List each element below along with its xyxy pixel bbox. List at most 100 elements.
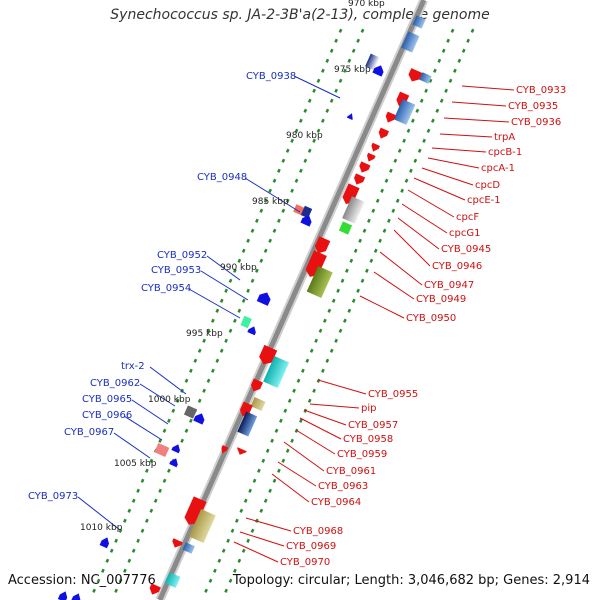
gene-label[interactable]: CYB_0963 — [318, 481, 368, 492]
gene-label[interactable]: CYB_0958 — [343, 434, 393, 445]
gene-label[interactable]: CYB_0954 — [141, 283, 191, 294]
track-dot — [224, 588, 228, 593]
gene-label[interactable]: CYB_0969 — [286, 541, 336, 552]
gene-label[interactable]: CYB_0949 — [416, 294, 466, 305]
gene-feature[interactable] — [340, 183, 360, 206]
gene-feature[interactable] — [240, 315, 252, 329]
gene-label[interactable]: CYB_0967 — [64, 427, 114, 438]
gene-label[interactable]: CYB_0957 — [348, 420, 398, 431]
gene-feature[interactable] — [183, 405, 198, 419]
gene-label[interactable]: CYB_0965 — [82, 394, 132, 405]
gene-label[interactable]: trx-2 — [121, 361, 145, 372]
gene-feature[interactable] — [238, 401, 253, 419]
gene-label[interactable]: CYB_0950 — [406, 313, 456, 324]
gene-feature[interactable] — [384, 111, 397, 125]
track-dot — [274, 428, 279, 433]
gene-label[interactable]: CYB_0970 — [280, 557, 330, 568]
gene-feature[interactable] — [377, 127, 389, 141]
track-dot — [375, 198, 380, 203]
gene-feature[interactable] — [182, 542, 195, 554]
gene-label[interactable]: CYB_0959 — [337, 449, 387, 460]
gene-feature[interactable] — [171, 443, 182, 454]
gene-feature[interactable] — [250, 396, 266, 412]
gene-label[interactable]: cpcD — [475, 180, 500, 191]
gene-label[interactable]: pip — [361, 403, 376, 414]
gene-feature[interactable] — [304, 250, 327, 279]
gene-feature[interactable] — [369, 142, 380, 154]
gene-feature[interactable] — [57, 590, 69, 600]
gene-feature[interactable] — [193, 411, 206, 425]
gene-label[interactable]: CYB_0946 — [432, 261, 482, 272]
gene-label[interactable]: cpcB-1 — [488, 147, 522, 158]
gene-feature[interactable] — [148, 583, 161, 596]
track-dot — [290, 438, 294, 443]
gene-feature[interactable] — [372, 63, 385, 77]
track-dots — [92, 28, 475, 593]
gene-feature[interactable] — [406, 68, 423, 84]
gene-label[interactable]: CYB_0966 — [82, 410, 132, 421]
gene-feature[interactable] — [357, 161, 371, 174]
label-connector — [451, 101, 507, 107]
gene-feature[interactable] — [219, 445, 229, 455]
gene-feature[interactable] — [412, 15, 426, 29]
gene-feature[interactable] — [352, 173, 366, 186]
gene-feature[interactable] — [257, 344, 278, 367]
gene-label[interactable]: CYB_0961 — [326, 466, 376, 477]
gene-feature[interactable] — [306, 265, 333, 299]
gene-label[interactable]: CYB_0964 — [311, 497, 361, 508]
gene-feature[interactable] — [164, 572, 181, 588]
gene-feature[interactable] — [235, 447, 247, 457]
gene-label[interactable]: CYB_0938 — [246, 71, 296, 82]
gene-feature[interactable] — [170, 538, 183, 549]
gene-feature[interactable] — [154, 442, 170, 458]
gene-label[interactable]: CYB_0948 — [197, 172, 247, 183]
gene-feature[interactable] — [393, 99, 416, 125]
gene-feature[interactable] — [70, 592, 82, 600]
gene-feature[interactable] — [346, 112, 355, 120]
gene-feature[interactable] — [247, 325, 258, 336]
track-dot — [312, 388, 316, 393]
gene-feature[interactable] — [249, 378, 263, 393]
map-title: Synechococcus sp. JA-2-3B'a(2-13), compl… — [110, 7, 490, 23]
gene-feature[interactable] — [300, 213, 313, 227]
gene-feature[interactable] — [263, 355, 290, 389]
gene-label[interactable]: cpcG1 — [449, 228, 480, 239]
gene-label[interactable]: CYB_0952 — [157, 250, 207, 261]
gene-feature[interactable] — [365, 152, 376, 164]
gene-label[interactable]: CYB_0947 — [424, 280, 474, 291]
gene-label[interactable]: cpcE-1 — [467, 195, 501, 206]
gene-label[interactable]: CYB_0933 — [516, 85, 566, 96]
gene-feature[interactable] — [313, 236, 331, 255]
gene-feature[interactable] — [188, 509, 216, 543]
gene-feature[interactable] — [237, 411, 258, 437]
gene-feature[interactable] — [300, 205, 313, 219]
track-dot — [329, 48, 334, 53]
track-dot — [257, 468, 261, 473]
gene-feature[interactable] — [256, 290, 273, 306]
gene-label[interactable]: cpcA-1 — [481, 163, 515, 174]
gene-feature[interactable] — [169, 457, 180, 468]
gene-feature[interactable] — [99, 536, 111, 549]
gene-feature[interactable] — [419, 72, 432, 84]
track-dot — [369, 258, 374, 263]
gene-label[interactable]: CYB_0945 — [441, 244, 491, 255]
gene-label[interactable]: CYB_0968 — [293, 526, 343, 537]
gene-feature[interactable] — [401, 31, 420, 53]
gene-label[interactable]: CYB_0962 — [90, 378, 140, 389]
gene-label[interactable]: cpcF — [456, 212, 479, 223]
gene-label[interactable]: CYB_0955 — [368, 389, 418, 400]
gene-label[interactable]: CYB_0935 — [508, 101, 558, 112]
gene-feature[interactable] — [365, 53, 380, 71]
gene-label[interactable]: CYB_0973 — [28, 491, 78, 502]
gene-feature[interactable] — [182, 496, 207, 527]
gene-label[interactable]: trpA — [494, 132, 515, 143]
gene-feature[interactable] — [342, 196, 365, 224]
label-connector — [139, 383, 176, 407]
track-dot — [441, 48, 446, 53]
gene-label[interactable]: CYB_0953 — [151, 265, 201, 276]
gene-label[interactable]: CYB_0936 — [511, 117, 561, 128]
track-dot — [250, 228, 255, 233]
gene-feature[interactable] — [338, 221, 353, 235]
track-dot — [312, 88, 316, 93]
